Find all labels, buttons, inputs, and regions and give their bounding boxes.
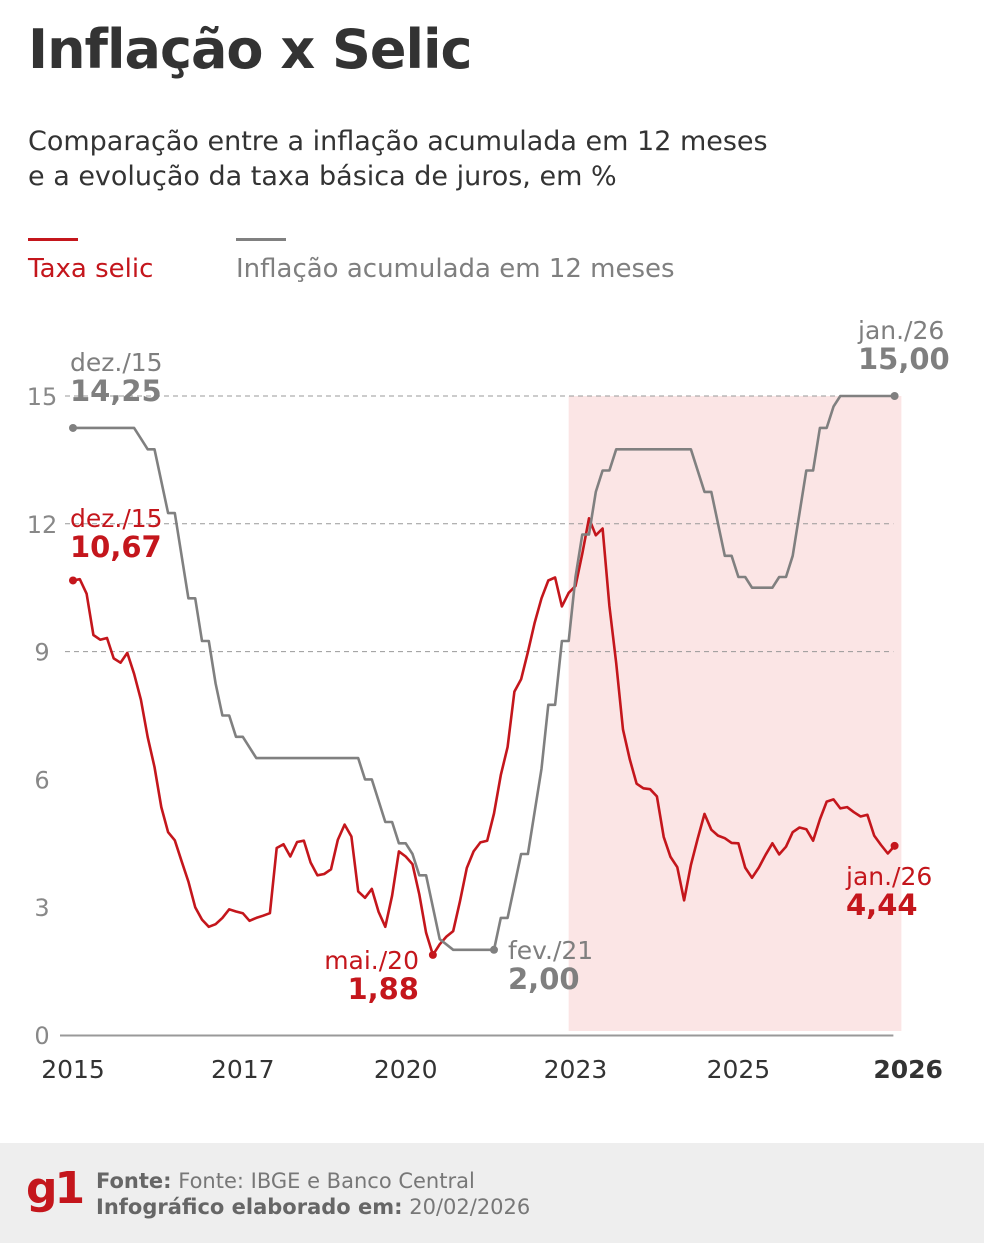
series-min-point [489, 945, 498, 954]
y-tick-label: 15 [27, 383, 58, 411]
series-min-point [428, 950, 437, 959]
annotation-red-end: jan./26 4,44 [846, 862, 933, 922]
y-tick-label: 12 [27, 511, 58, 539]
g1-logo: g1 [26, 1163, 85, 1214]
legend-swatch-selic [28, 238, 78, 241]
x-tick-label: 2015 [41, 1055, 105, 1084]
x-tick-label: 2026 [873, 1055, 943, 1084]
y-tick-label: 3 [34, 894, 49, 922]
annotation-gray-end: jan./26 15,00 [858, 316, 950, 376]
x-tick-label: 2020 [374, 1055, 438, 1084]
legend-label-selic: Taxa selic [28, 254, 154, 284]
series-start-point [69, 423, 77, 432]
series-line-1 [73, 394, 895, 952]
source-line: Fonte: Fonte: IBGE e Banco Central [96, 1169, 475, 1193]
x-tick-label: 2023 [544, 1055, 608, 1084]
chart-subtitle: Comparação entre a inflação acumulada em… [28, 126, 768, 192]
y-tick-label: 9 [34, 639, 49, 667]
annotation-red-min: mai./20 1,88 [324, 946, 419, 1006]
legend-swatch-inflation [236, 238, 286, 241]
y-tick-label: 0 [34, 1022, 49, 1050]
y-tick-label: 6 [34, 766, 49, 794]
chart-title: Inflação x Selic [28, 18, 473, 81]
date-line: Infográfico elaborado em: 20/02/2026 [96, 1195, 531, 1219]
footer: g1 Fonte: Fonte: IBGE e Banco Central In… [0, 1143, 984, 1243]
series-start-point [69, 576, 77, 585]
annotation-gray-start: dez./15 14,25 [70, 348, 163, 408]
series-end-point [890, 841, 899, 850]
x-tick-label: 2025 [707, 1055, 771, 1084]
series-line-0 [72, 517, 896, 957]
annotation-red-start: dez./15 10,67 [70, 504, 163, 564]
annotation-gray-min: fev./21 2,00 [508, 936, 594, 996]
x-tick-label: 2017 [211, 1055, 275, 1084]
legend-label-inflation: Inflação acumulada em 12 meses [236, 254, 675, 284]
shaded-region [568, 396, 902, 1031]
series-end-point [890, 392, 899, 400]
